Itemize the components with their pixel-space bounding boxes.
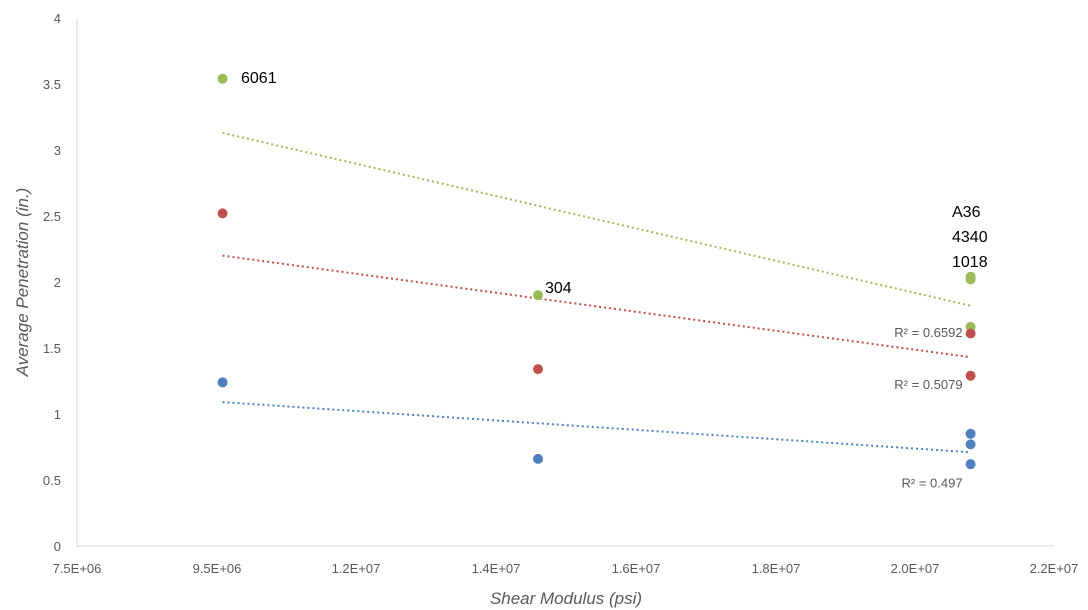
r-squared-labels: R² = 0.6592 R² = 0.5079 R² = 0.497 (894, 325, 962, 491)
data-point (965, 370, 976, 381)
x-tick-label: 1.4E+07 (472, 561, 521, 576)
trendline (222, 401, 971, 454)
y-tick-label: 1 (54, 407, 61, 422)
point-annotations: 6061 304 A36 4340 1018 (241, 70, 988, 297)
data-point (965, 459, 976, 470)
annotation-1018: 1018 (952, 254, 988, 271)
data-point (965, 274, 976, 285)
data-point (533, 364, 543, 375)
data-point (217, 208, 228, 219)
trendlines (222, 131, 971, 454)
x-tick-label: 7.5E+06 (53, 561, 102, 576)
data-point (533, 290, 543, 301)
data-point (965, 439, 976, 450)
x-tick-label: 2.2E+07 (1030, 561, 1079, 576)
y-tick-label: 4 (54, 11, 61, 26)
annotation-a36: A36 (952, 204, 981, 221)
trendline (222, 131, 971, 307)
r-squared-label: R² = 0.5079 (894, 377, 962, 392)
y-tick-labels: 0 0.5 1 1.5 2 2.5 3 3.5 4 (43, 11, 61, 554)
r-squared-label: R² = 0.497 (902, 475, 963, 490)
x-tick-label: 1.8E+07 (752, 561, 801, 576)
data-point (965, 428, 976, 439)
data-point (533, 453, 543, 464)
y-tick-label: 0 (54, 539, 61, 554)
r-squared-label: R² = 0.6592 (894, 325, 962, 340)
axes (76, 18, 1054, 547)
data-point (217, 73, 228, 84)
data-points (217, 73, 976, 470)
x-tick-label: 2.0E+07 (891, 561, 940, 576)
annotation-304: 304 (545, 280, 572, 297)
y-tick-label: 3.5 (43, 77, 61, 92)
y-tick-label: 0.5 (43, 473, 61, 488)
x-tick-label: 1.6E+07 (612, 561, 661, 576)
x-tick-label: 9.5E+06 (193, 561, 242, 576)
y-tick-label: 2 (54, 275, 61, 290)
annotation-4340: 4340 (952, 229, 988, 246)
x-axis-title: Shear Modulus (psi) (490, 589, 642, 608)
x-tick-label: 1.2E+07 (332, 561, 381, 576)
data-point (217, 377, 228, 388)
data-point (965, 328, 976, 339)
trendline (222, 254, 971, 359)
y-axis-title: Average Penetration (in.) (13, 188, 32, 378)
y-tick-label: 3 (54, 143, 61, 158)
y-tick-label: 2.5 (43, 209, 61, 224)
annotation-6061: 6061 (241, 70, 277, 87)
y-tick-label: 1.5 (43, 341, 61, 356)
x-tick-labels: 7.5E+06 9.5E+06 1.2E+07 1.4E+07 1.6E+07 1.8E+… (53, 561, 1079, 576)
